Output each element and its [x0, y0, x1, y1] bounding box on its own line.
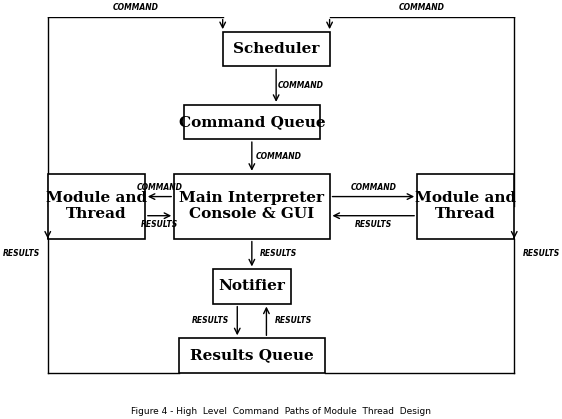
FancyBboxPatch shape [174, 173, 329, 239]
Text: RESULTS: RESULTS [192, 316, 229, 326]
FancyBboxPatch shape [179, 338, 325, 372]
FancyBboxPatch shape [223, 32, 329, 67]
Text: COMMAND: COMMAND [399, 3, 445, 12]
FancyBboxPatch shape [213, 269, 291, 304]
Text: RESULTS: RESULTS [260, 249, 297, 259]
Text: Module and
Thread: Module and Thread [46, 191, 147, 221]
Text: COMMAND: COMMAND [278, 81, 324, 90]
Text: COMMAND: COMMAND [256, 152, 302, 161]
Text: COMMAND: COMMAND [137, 183, 183, 191]
Text: Figure 4 - High  Level  Command  Paths of Module  Thread  Design: Figure 4 - High Level Command Paths of M… [131, 407, 431, 416]
Text: RESULTS: RESULTS [141, 220, 178, 229]
Text: RESULTS: RESULTS [274, 316, 312, 326]
FancyBboxPatch shape [184, 105, 320, 139]
Text: RESULTS: RESULTS [522, 249, 560, 259]
Text: Scheduler: Scheduler [233, 42, 319, 56]
Text: Results Queue: Results Queue [190, 348, 314, 362]
Text: COMMAND: COMMAND [112, 3, 158, 12]
Text: Notifier: Notifier [219, 279, 285, 293]
Text: Module and
Thread: Module and Thread [415, 191, 516, 221]
Text: COMMAND: COMMAND [350, 183, 396, 191]
Text: RESULTS: RESULTS [2, 249, 40, 259]
FancyBboxPatch shape [417, 173, 514, 239]
Text: RESULTS: RESULTS [355, 220, 392, 229]
Text: Main Interpreter
Console & GUI: Main Interpreter Console & GUI [179, 191, 324, 221]
FancyBboxPatch shape [48, 173, 145, 239]
Text: Command Queue: Command Queue [179, 115, 325, 129]
